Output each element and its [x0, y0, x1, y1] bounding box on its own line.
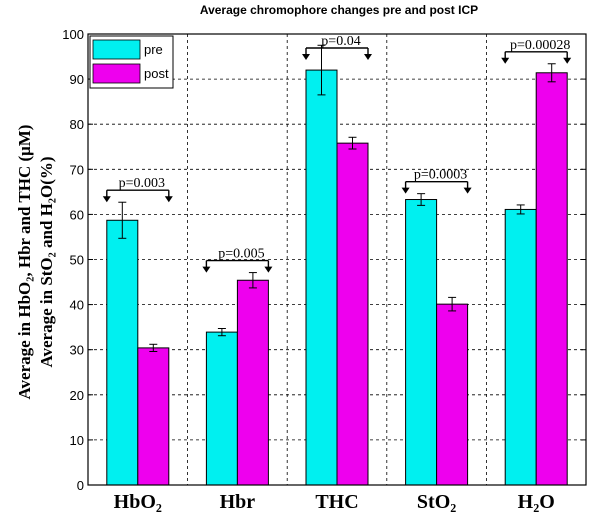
y-tick-label: 60	[70, 207, 84, 222]
arrow-down-icon	[264, 266, 273, 273]
arrow-down-icon	[202, 266, 211, 273]
y-axis-label-line2: Average in StO₂ and H₂O(%)	[37, 156, 56, 367]
arrow-down-icon	[463, 187, 472, 194]
arrow-down-icon	[164, 196, 173, 203]
arrow-down-icon	[501, 57, 510, 64]
p-value-label: p=0.0003	[414, 168, 467, 183]
bar-post	[535, 72, 568, 486]
y-tick-label: 50	[70, 253, 84, 268]
y-axis-label-line1: Average in HbO₂, Hbr and THC (μM)	[15, 125, 34, 400]
arrow-down-icon	[102, 196, 111, 203]
bar-pre	[205, 331, 238, 486]
x-category-label: HbO₂	[114, 491, 162, 513]
legend-label-post: post	[144, 66, 169, 81]
p-value-label: p=0.003	[119, 176, 165, 191]
chart-title: Average chromophore changes pre and post…	[200, 3, 478, 17]
x-category-label: H₂O	[518, 491, 555, 513]
bars-group	[106, 69, 568, 486]
arrow-down-icon	[563, 57, 572, 64]
x-category-label: THC	[315, 491, 358, 513]
legend-swatch-pre	[92, 39, 141, 60]
y-tick-label: 80	[70, 117, 84, 132]
y-tick-label: 100	[62, 27, 84, 42]
error-bars-group	[118, 44, 556, 353]
arrow-down-icon	[401, 187, 410, 194]
bar-post	[336, 142, 369, 486]
y-tick-label: 70	[70, 162, 84, 177]
x-category-label: Hbr	[220, 491, 256, 513]
arrow-down-icon	[364, 54, 372, 60]
bar-pre	[405, 199, 438, 486]
y-tick-label: 40	[70, 298, 84, 313]
bar-pre	[305, 69, 338, 486]
bar-post	[436, 303, 469, 486]
bar-pre	[504, 208, 537, 486]
bar-post	[137, 347, 170, 486]
y-tick-label: 30	[70, 343, 84, 358]
bar-post	[236, 279, 269, 486]
axes-group: 0 10 20 30 40 50 60 70 80 90 100 HbO₂ Hbr THC StO₂ H₂O	[62, 27, 587, 513]
y-tick-label: 10	[70, 433, 84, 448]
p-value-label: p=0.005	[218, 247, 264, 262]
legend-swatch-post	[92, 63, 141, 84]
y-axis-label: Average in HbO₂, Hbr and THC (μM) Averag…	[15, 125, 56, 400]
y-tick-label: 0	[77, 478, 84, 493]
legend-label-pre: pre	[144, 42, 163, 57]
y-tick-label: 20	[70, 388, 84, 403]
arrow-down-icon	[302, 54, 310, 60]
y-tick-label: 90	[70, 72, 84, 87]
legend: pre post	[89, 35, 174, 89]
x-category-label: StO₂	[417, 491, 456, 513]
p-value-label: p=0.00028	[510, 38, 570, 53]
p-value-label: p=0.04	[321, 34, 360, 49]
bar-pre	[106, 219, 139, 486]
p-values-group: p=0.003 p=0.005 p=0.04 p=0.0003 p=0.00028	[102, 34, 572, 273]
